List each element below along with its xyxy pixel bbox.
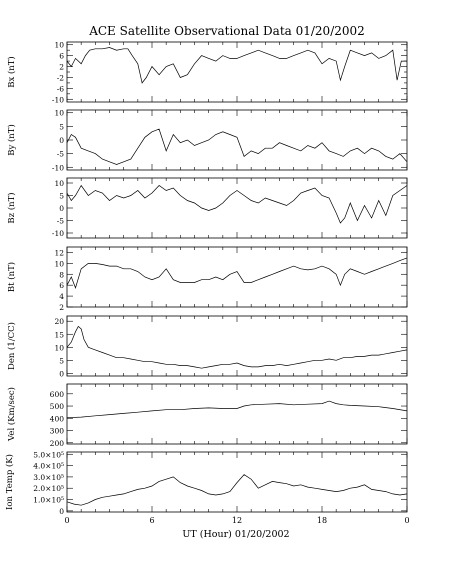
panel-frame-4 bbox=[66, 315, 408, 377]
y-tick-label: 0 bbox=[59, 136, 64, 145]
y-tick-label: 400 bbox=[50, 414, 65, 423]
series-line-1 bbox=[66, 128, 408, 165]
y-tick-label: -10 bbox=[52, 229, 64, 238]
y-tick-label: 0 bbox=[59, 507, 64, 516]
series-line-4 bbox=[66, 325, 408, 369]
y-tick-label: -10 bbox=[52, 163, 64, 172]
y-tick-label: 4 bbox=[59, 292, 64, 301]
panel-frame-0 bbox=[66, 41, 408, 103]
x-axis: UT (Hour) 01/20/2002 bbox=[182, 529, 289, 540]
y-tick-label: 1.0×10⁵ bbox=[33, 496, 64, 505]
x-tick-label: 0 bbox=[64, 516, 69, 525]
y-tick-label: 5 bbox=[59, 122, 64, 131]
series-line-3 bbox=[66, 257, 408, 289]
y-tick-label: 6 bbox=[59, 52, 64, 61]
y-axis-label: Vel (Km/sec) bbox=[6, 387, 17, 442]
y-tick-label: 2.0×10⁵ bbox=[33, 484, 64, 493]
y-tick-label: 500 bbox=[50, 402, 65, 411]
y-tick-label: 3.0×10⁵ bbox=[33, 473, 64, 482]
x-tick-label: 0 bbox=[404, 516, 409, 525]
panel-frame-1 bbox=[66, 109, 408, 171]
y-tick-label: 5 bbox=[59, 356, 64, 365]
x-axis-label: UT (Hour) 01/20/2002 bbox=[182, 529, 289, 540]
chart-title: ACE Satellite Observational Data 01/20/2… bbox=[89, 24, 365, 38]
panel-frame-3 bbox=[66, 246, 408, 308]
y-axis-label: Ion Temp (K) bbox=[4, 454, 15, 510]
x-tick-label: 12 bbox=[232, 516, 242, 525]
panel-frame-6 bbox=[66, 451, 408, 513]
y-tick-label: 10 bbox=[54, 259, 64, 268]
y-tick-label: 10 bbox=[54, 179, 64, 188]
y-tick-label: 10 bbox=[54, 109, 64, 118]
series-line-0 bbox=[66, 47, 407, 84]
y-tick-label: 5 bbox=[59, 192, 64, 201]
series-line-5 bbox=[66, 400, 408, 419]
series-line-2 bbox=[66, 184, 408, 224]
y-tick-label: -5 bbox=[57, 150, 65, 159]
y-axis-label: Bz (nT) bbox=[6, 192, 17, 223]
y-tick-label: 20 bbox=[54, 317, 64, 326]
y-tick-label: 12 bbox=[54, 248, 64, 257]
y-tick-label: 6 bbox=[59, 281, 64, 290]
x-tick-label: 18 bbox=[317, 516, 327, 525]
x-tick-label: 6 bbox=[149, 516, 154, 525]
y-tick-label: 15 bbox=[54, 330, 64, 339]
panel-frame-2 bbox=[66, 177, 408, 239]
y-tick-label: 10 bbox=[54, 343, 64, 352]
series-line-6 bbox=[66, 474, 408, 506]
y-tick-label: 2 bbox=[59, 63, 64, 72]
y-tick-label: 300 bbox=[50, 427, 65, 436]
y-axis-label: Bt (nT) bbox=[6, 262, 17, 292]
y-tick-label: -2 bbox=[57, 73, 65, 82]
y-axis-label: Den (1/CC) bbox=[6, 322, 17, 370]
y-tick-label: 600 bbox=[50, 390, 65, 399]
y-tick-label: 8 bbox=[59, 270, 64, 279]
y-tick-label: 5.0×10⁵ bbox=[33, 450, 64, 459]
y-tick-label: 2 bbox=[59, 303, 64, 312]
y-tick-label: 10 bbox=[54, 41, 64, 50]
y-tick-label: 4.0×10⁵ bbox=[33, 462, 64, 471]
y-tick-label: -6 bbox=[57, 84, 65, 93]
y-axis-label: Bx (nT) bbox=[6, 56, 17, 88]
y-tick-label: 200 bbox=[50, 439, 65, 448]
y-tick-label: 0 bbox=[59, 369, 64, 378]
y-tick-label: -10 bbox=[52, 95, 64, 104]
y-axis-label: By (nT) bbox=[6, 124, 17, 156]
y-tick-label: 0 bbox=[59, 204, 64, 213]
y-tick-label: -5 bbox=[57, 217, 65, 226]
